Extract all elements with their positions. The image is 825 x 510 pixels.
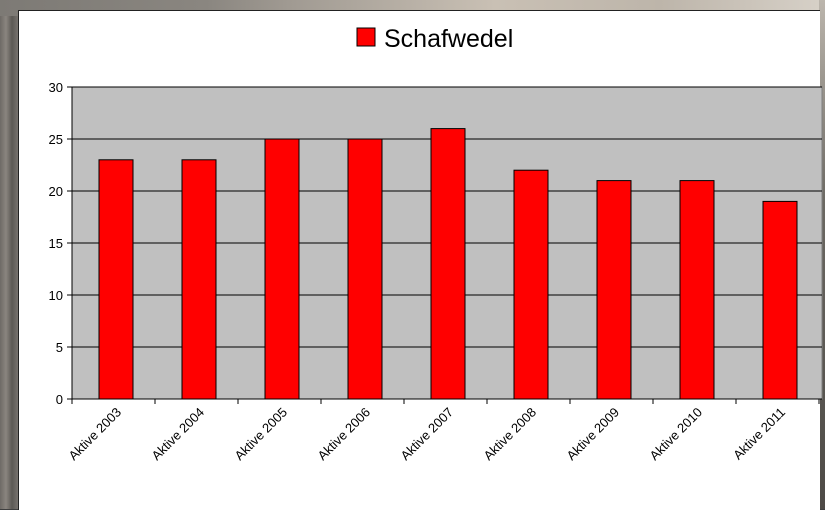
bars bbox=[98, 128, 798, 400]
legend: Schafwedel bbox=[356, 25, 513, 53]
x-tick-label: Aktive 2011 bbox=[730, 405, 788, 463]
y-tick-label: 25 bbox=[49, 132, 63, 147]
x-tick-label: Aktive 2010 bbox=[646, 405, 705, 464]
x-tick-label: Aktive 2004 bbox=[148, 405, 207, 464]
x-tick-label: Aktive 2003 bbox=[65, 405, 124, 464]
bar bbox=[347, 138, 383, 400]
bar bbox=[98, 159, 134, 400]
x-tick-label: Aktive 2005 bbox=[231, 405, 290, 464]
y-tick-label: 15 bbox=[49, 236, 63, 251]
y-axis: 0 5 10 15 20 25 30 bbox=[49, 80, 73, 407]
y-tick-label: 30 bbox=[49, 80, 63, 95]
x-axis: Aktive 2003 Aktive 2004 Aktive 2005 Aktive … bbox=[65, 398, 822, 464]
y-tick-label: 20 bbox=[49, 184, 63, 199]
bar bbox=[264, 138, 300, 400]
x-tick-label: Aktive 2008 bbox=[480, 405, 539, 464]
bar bbox=[679, 180, 715, 400]
y-tick-label: 0 bbox=[56, 392, 63, 407]
y-tick-label: 10 bbox=[49, 288, 63, 303]
x-tick-label: Aktive 2006 bbox=[314, 405, 373, 464]
y-tick-label: 5 bbox=[56, 340, 63, 355]
bar bbox=[762, 200, 798, 400]
legend-label: Schafwedel bbox=[384, 25, 513, 53]
legend-swatch bbox=[356, 27, 376, 47]
bar bbox=[181, 159, 217, 400]
x-tick-label: Aktive 2009 bbox=[563, 405, 622, 464]
bar bbox=[513, 169, 549, 400]
bar bbox=[430, 128, 466, 400]
x-tick-label: Aktive 2007 bbox=[397, 405, 456, 464]
bar bbox=[596, 180, 632, 400]
